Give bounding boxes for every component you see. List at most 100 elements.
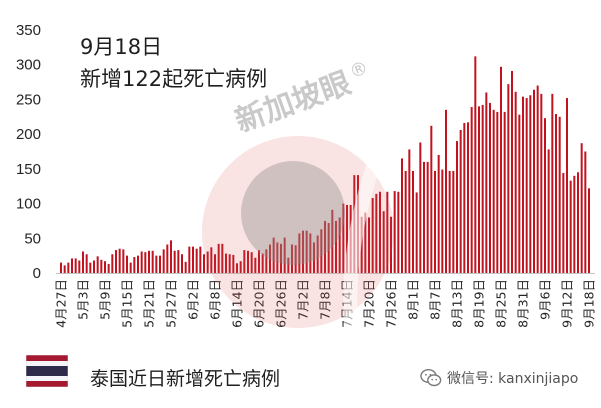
watermark-slash-shape bbox=[343, 115, 399, 343]
bar bbox=[137, 255, 139, 273]
bar bbox=[309, 233, 312, 273]
bar bbox=[236, 263, 238, 273]
bar bbox=[390, 216, 392, 273]
bar bbox=[272, 237, 275, 273]
bar bbox=[155, 255, 158, 273]
bar bbox=[159, 255, 161, 273]
y-tick-label: 350 bbox=[16, 22, 41, 39]
bar bbox=[500, 66, 502, 273]
bar bbox=[360, 216, 363, 273]
x-axis: 4月27日 5月3日 5月9日 5月15日 5月21日 5月27日 6月2日 6月8日 6月14… bbox=[54, 279, 597, 328]
bar bbox=[115, 250, 117, 273]
bar bbox=[63, 265, 66, 273]
bar bbox=[71, 258, 73, 273]
bar bbox=[192, 246, 194, 273]
bar bbox=[195, 248, 198, 273]
bar bbox=[492, 109, 495, 273]
bar bbox=[518, 114, 521, 273]
bar bbox=[496, 111, 499, 274]
x-tick-label: 9月18日 bbox=[582, 279, 597, 328]
bar bbox=[448, 170, 451, 273]
bar bbox=[166, 244, 169, 273]
x-tick-label: 6月26日 bbox=[274, 279, 289, 328]
bar bbox=[371, 198, 374, 273]
x-tick-label: 9月6日 bbox=[538, 279, 553, 320]
bar bbox=[287, 257, 290, 273]
bar bbox=[280, 243, 282, 273]
wechat-icon bbox=[420, 368, 442, 387]
bar bbox=[118, 248, 121, 273]
wechat-account: 微信号: kanxinjiapo bbox=[420, 368, 578, 388]
bar bbox=[544, 118, 546, 273]
bar bbox=[397, 191, 400, 273]
x-tick-label: 7月26日 bbox=[384, 279, 399, 328]
bar bbox=[478, 106, 480, 274]
y-tick-label: 250 bbox=[16, 91, 41, 108]
bar bbox=[430, 125, 433, 273]
x-tick-label: 8月31日 bbox=[516, 279, 531, 328]
x-tick-label: 6月2日 bbox=[186, 279, 201, 320]
bars bbox=[60, 56, 590, 274]
x-tick-label: 5月9日 bbox=[98, 279, 113, 320]
x-tick-label: 7月2日 bbox=[296, 279, 311, 320]
bar bbox=[536, 85, 539, 273]
bar bbox=[569, 180, 572, 273]
x-tick-label: 5月21日 bbox=[142, 279, 157, 328]
bar bbox=[401, 158, 403, 273]
bar bbox=[331, 209, 334, 273]
bar bbox=[533, 89, 535, 274]
bar bbox=[89, 262, 92, 273]
bar bbox=[122, 249, 125, 273]
bar bbox=[386, 191, 389, 273]
bar bbox=[419, 142, 422, 273]
bar bbox=[562, 173, 565, 273]
x-tick-label: 8月19日 bbox=[472, 279, 487, 328]
x-tick-label: 8月1日 bbox=[406, 279, 421, 320]
bar bbox=[584, 151, 587, 273]
bar bbox=[525, 98, 528, 273]
x-tick-label: 8月7日 bbox=[428, 279, 443, 320]
x-tick-label: 6月14日 bbox=[230, 279, 245, 328]
bar bbox=[364, 212, 367, 273]
bar bbox=[162, 249, 165, 273]
bar bbox=[170, 240, 172, 273]
bar bbox=[173, 250, 176, 273]
bar bbox=[522, 96, 524, 274]
x-tick-label: 7月8日 bbox=[318, 279, 333, 320]
bar bbox=[529, 95, 532, 273]
thailand-flag-icon bbox=[26, 355, 68, 387]
bar bbox=[580, 143, 583, 273]
bar bbox=[221, 243, 224, 273]
watermark-registered-mark: ® bbox=[347, 57, 371, 83]
y-tick-label: 300 bbox=[16, 57, 41, 74]
bar bbox=[415, 192, 418, 273]
bar bbox=[412, 170, 414, 273]
bar bbox=[573, 175, 576, 273]
bar bbox=[489, 102, 491, 274]
bar bbox=[503, 111, 506, 274]
watermark: 新加坡眼 ® bbox=[202, 57, 399, 343]
bar bbox=[305, 230, 308, 273]
bar bbox=[346, 204, 348, 273]
bar bbox=[445, 109, 447, 273]
bar bbox=[126, 255, 128, 273]
bar-chart: 0 50 100 150 200 250 300 350 4月27日 5月3日 5月9日 5月15日… bbox=[15, 22, 597, 343]
bar bbox=[375, 193, 378, 273]
bar bbox=[177, 250, 180, 273]
bar bbox=[481, 104, 484, 273]
bar bbox=[140, 251, 143, 273]
bar bbox=[423, 161, 425, 273]
bar bbox=[408, 149, 411, 273]
bar bbox=[368, 217, 370, 273]
bar bbox=[437, 154, 440, 273]
wechat-id-label: 微信号: kanxinjiapo bbox=[447, 371, 579, 387]
bar bbox=[507, 84, 510, 274]
bar bbox=[107, 263, 110, 273]
bar bbox=[265, 249, 268, 273]
bar bbox=[434, 170, 436, 273]
bar bbox=[203, 254, 205, 273]
bar bbox=[199, 246, 202, 273]
bar bbox=[67, 262, 70, 273]
bar bbox=[184, 261, 187, 273]
